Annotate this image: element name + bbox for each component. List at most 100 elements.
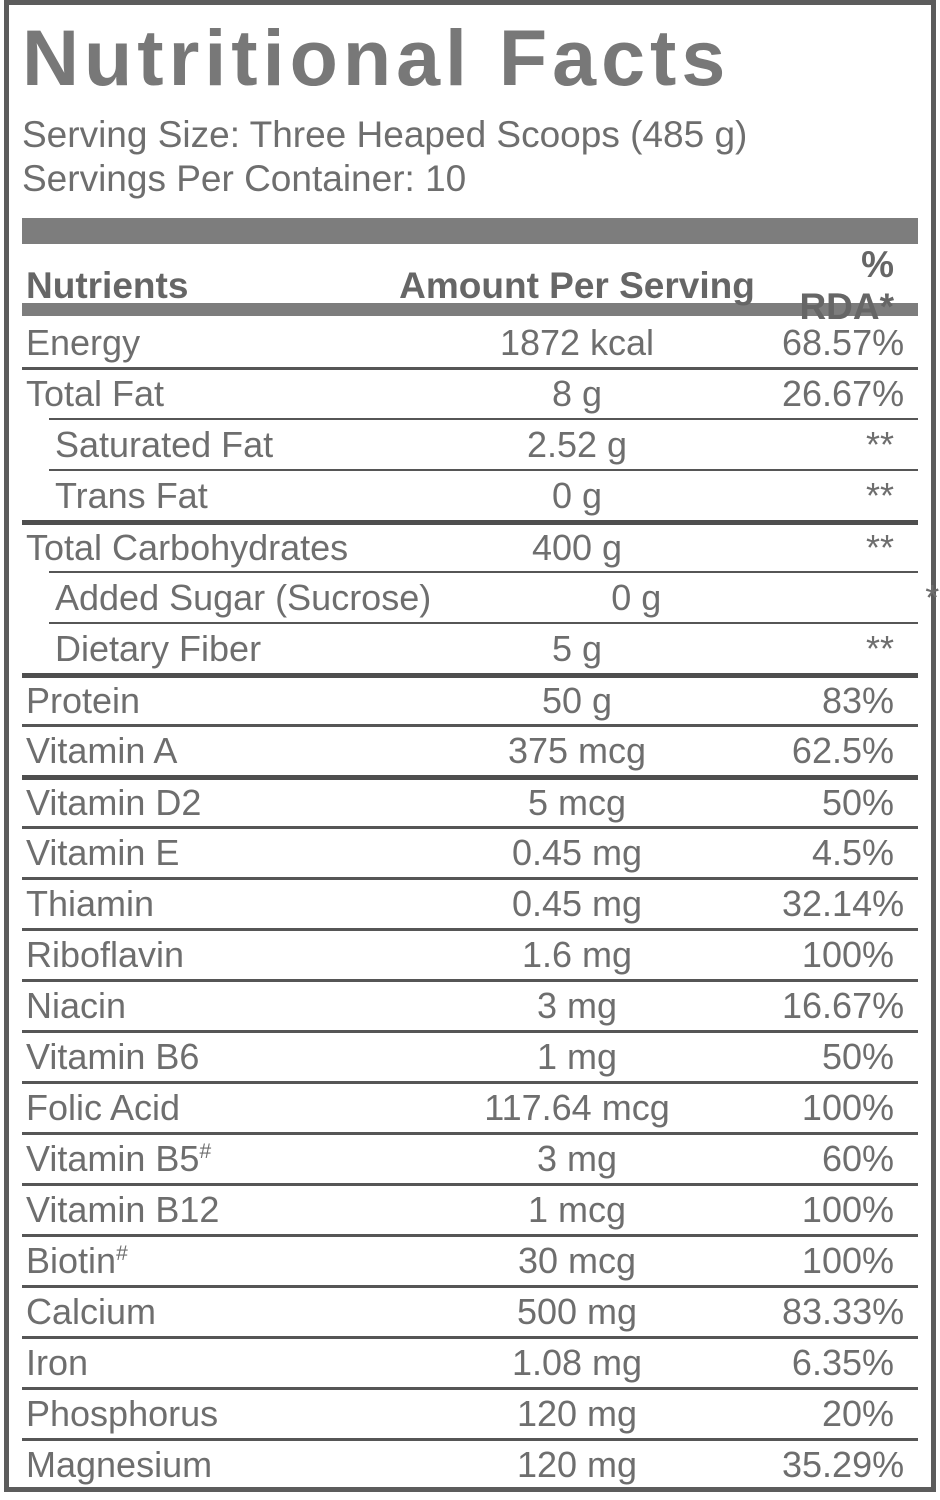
amount-cell: 1872 kcal xyxy=(499,322,655,363)
table-row: Vitamin B6 1 mg 50% xyxy=(22,1030,918,1081)
nutrient-name-cell: Niacin xyxy=(26,985,127,1026)
table-row: Energy 1872 kcal 68.57% xyxy=(22,316,918,367)
serving-info: Serving Size: Three Heaped Scoops (485 g… xyxy=(22,113,918,201)
nutrient-name-cell: Riboflavin xyxy=(26,934,185,975)
table-row: Vitamin B5# 3 mg 60% xyxy=(22,1132,918,1183)
table-row: Folic Acid 117.64 mcg 100% xyxy=(22,1081,918,1132)
nutrient-name-cell: Iron xyxy=(26,1342,89,1383)
rda-cell: 32.14% xyxy=(782,883,905,924)
nutrient-name-cell: Vitamin B12 xyxy=(26,1189,220,1230)
amount-cell: 50 g xyxy=(541,680,613,721)
rda-cell: 35.29% xyxy=(782,1444,905,1485)
table-row: Magnesium 120 mg 35.29% xyxy=(22,1438,918,1489)
amount-cell: 0.45 mg xyxy=(511,883,643,924)
amount-cell: 0 g xyxy=(611,577,662,618)
serving-size-line: Serving Size: Three Heaped Scoops (485 g… xyxy=(22,114,748,155)
rda-cell: 60% xyxy=(821,1138,894,1179)
servings-per-container-line: Servings Per Container: 10 xyxy=(22,158,467,199)
rda-cell: 100% xyxy=(801,1240,894,1281)
nutrient-name-cell: Total Carbohydrates xyxy=(26,527,349,568)
amount-cell: 1 mg xyxy=(536,1036,618,1077)
amount-cell: 120 mg xyxy=(516,1444,638,1485)
table-row: Iron 1.08 mg 6.35% xyxy=(22,1336,918,1387)
table-row: Trans Fat 0 g ** xyxy=(22,469,918,520)
table-row: Vitamin D2 5 mcg 50% xyxy=(22,775,918,826)
column-header-underline-bar xyxy=(22,303,918,316)
rda-cell: 16.67% xyxy=(782,985,905,1026)
rda-cell: ** xyxy=(865,424,894,465)
amount-cell: 1.6 mg xyxy=(521,934,633,975)
rda-cell: 4.5% xyxy=(811,832,894,873)
table-row: Calcium 500 mg 83.33% xyxy=(22,1285,918,1336)
nutrient-name-cell: Trans Fat xyxy=(55,475,208,516)
amount-cell: 2.52 g xyxy=(526,424,628,465)
amount-cell: 117.64 mcg xyxy=(484,1087,670,1128)
amount-cell: 375 mcg xyxy=(507,730,647,771)
table-row: Niacin 3 mg 16.67% xyxy=(22,979,918,1030)
rda-cell: 6.35% xyxy=(791,1342,894,1383)
table-row: Vitamin E 0.45 mg 4.5% xyxy=(22,826,918,877)
nutrient-name-cell: Vitamin B5# xyxy=(26,1138,212,1179)
rda-cell: 50% xyxy=(821,782,894,823)
table-row: Total Carbohydrates 400 g ** xyxy=(22,520,918,571)
nutrient-name-cell: Phosphorus xyxy=(26,1393,219,1434)
nutrient-rows: Energy 1872 kcal 68.57% Total Fat 8 g 26… xyxy=(22,316,940,1489)
amount-cell: 8 g xyxy=(551,373,603,414)
amount-cell: 3 mg xyxy=(536,1138,618,1179)
rda-cell: 100% xyxy=(801,934,894,975)
nutrient-name-cell: Vitamin A xyxy=(26,730,178,771)
rda-cell: 83% xyxy=(821,680,894,721)
amount-cell: 400 g xyxy=(531,527,623,568)
table-row: Riboflavin 1.6 mg 100% xyxy=(22,928,918,979)
nutrient-name-cell: Added Sugar (Sucrose) xyxy=(55,577,432,618)
rda-cell: ** xyxy=(925,577,940,618)
table-row: Total Fat 8 g 26.67% xyxy=(22,367,918,418)
table-row: Dietary Fiber 5 g ** xyxy=(22,622,918,673)
table-row: Phosphorus 120 mg 20% xyxy=(22,1387,918,1438)
nutrient-name-cell: Vitamin B6 xyxy=(26,1036,200,1077)
column-header-amount-per-serving: Amount Per Serving xyxy=(399,265,755,306)
table-row: Protein 50 g 83% xyxy=(22,673,918,724)
amount-cell: 1 mcg xyxy=(527,1189,627,1230)
amount-cell: 1.08 mg xyxy=(511,1342,643,1383)
nutrient-name-cell: Saturated Fat xyxy=(55,424,274,465)
rda-cell: 50% xyxy=(821,1036,894,1077)
rda-cell: 100% xyxy=(801,1087,894,1128)
amount-cell: 0 g xyxy=(551,475,603,516)
nutrient-name-cell: Protein xyxy=(26,680,141,721)
amount-cell: 5 mcg xyxy=(527,782,627,823)
nutrient-name-cell: Biotin# xyxy=(26,1240,128,1281)
table-header-row: Nutrients Amount Per Serving % RDA* xyxy=(22,244,918,327)
rda-cell: 26.67% xyxy=(782,373,905,414)
nutrient-name-cell: Total Fat xyxy=(26,373,165,414)
table-row: Biotin# 30 mcg 100% xyxy=(22,1234,918,1285)
label-frame: Nutritional Facts Serving Size: Three He… xyxy=(4,0,940,1492)
amount-cell: 120 mg xyxy=(516,1393,638,1434)
column-header-rda: % RDA* xyxy=(799,244,894,327)
nutrient-name-cell: Magnesium xyxy=(26,1444,213,1485)
table-row: Vitamin B12 1 mcg 100% xyxy=(22,1183,918,1234)
rda-cell: ** xyxy=(865,527,894,568)
nutrient-name-cell: Energy xyxy=(26,322,141,363)
table-row: Saturated Fat 2.52 g ** xyxy=(22,418,918,469)
rda-cell: 20% xyxy=(821,1393,894,1434)
nutrient-name-cell: Vitamin D2 xyxy=(26,782,202,823)
amount-cell: 30 mcg xyxy=(517,1240,637,1281)
amount-cell: 500 mg xyxy=(516,1291,638,1332)
rda-cell: 62.5% xyxy=(791,730,894,771)
rda-cell: 100% xyxy=(801,1189,894,1230)
rda-cell: 83.33% xyxy=(782,1291,905,1332)
rda-cell: 68.57% xyxy=(782,322,905,363)
table-row: Vitamin A 375 mcg 62.5% xyxy=(22,724,918,775)
nutrient-name-cell: Dietary Fiber xyxy=(55,628,262,669)
header-separator-bar xyxy=(22,218,918,244)
amount-cell: 0.45 mg xyxy=(511,832,643,873)
page-title: Nutritional Facts xyxy=(22,13,731,102)
column-header-nutrients: Nutrients xyxy=(26,265,189,306)
nutrient-name-cell: Calcium xyxy=(26,1291,157,1332)
rda-cell: ** xyxy=(865,475,894,516)
table-row: Thiamin 0.45 mg 32.14% xyxy=(22,877,918,928)
nutrient-name-cell: Vitamin E xyxy=(26,832,180,873)
table-row: Added Sugar (Sucrose) 0 g ** xyxy=(22,571,940,622)
amount-cell: 3 mg xyxy=(536,985,618,1026)
